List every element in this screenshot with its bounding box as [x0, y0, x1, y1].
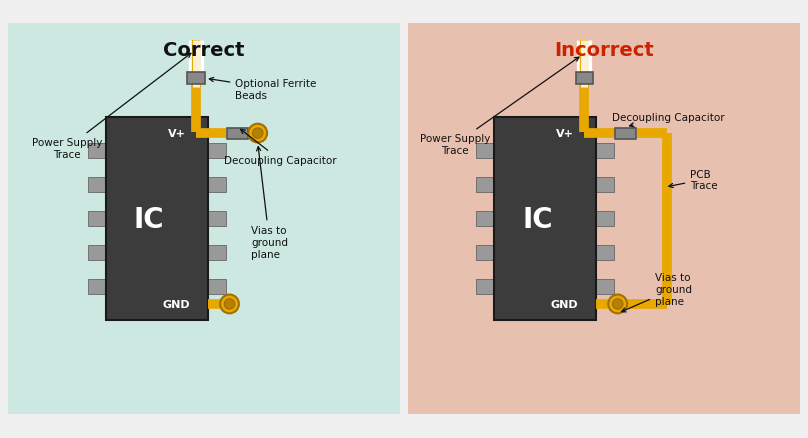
- Bar: [575, 73, 593, 85]
- Bar: [596, 245, 614, 261]
- Text: IC: IC: [522, 205, 553, 233]
- Text: IC: IC: [134, 205, 165, 233]
- Bar: [596, 212, 614, 226]
- Bar: [88, 212, 106, 226]
- Bar: [226, 128, 248, 139]
- Bar: [476, 245, 494, 261]
- FancyBboxPatch shape: [406, 21, 802, 417]
- Circle shape: [248, 124, 267, 143]
- Bar: [88, 279, 106, 294]
- Bar: [476, 212, 494, 226]
- Bar: [88, 177, 106, 193]
- Bar: [476, 144, 494, 159]
- Text: Optional Ferrite
Beads: Optional Ferrite Beads: [209, 78, 317, 101]
- Bar: [208, 212, 226, 226]
- Text: V+: V+: [167, 129, 186, 139]
- Bar: [208, 177, 226, 193]
- Bar: [476, 177, 494, 193]
- Text: Decoupling Capacitor: Decoupling Capacitor: [224, 130, 336, 165]
- Bar: [596, 279, 614, 294]
- Circle shape: [608, 295, 627, 314]
- Text: GND: GND: [551, 299, 579, 309]
- Circle shape: [220, 295, 239, 314]
- FancyBboxPatch shape: [6, 21, 402, 417]
- Bar: [208, 279, 226, 294]
- Text: Decoupling Capacitor: Decoupling Capacitor: [612, 113, 725, 127]
- Circle shape: [225, 299, 234, 309]
- Bar: [596, 177, 614, 193]
- Bar: [187, 73, 205, 85]
- Bar: [494, 117, 596, 321]
- Circle shape: [612, 299, 623, 309]
- Text: Correct: Correct: [163, 42, 245, 60]
- Circle shape: [253, 129, 263, 139]
- Bar: [106, 117, 208, 321]
- Bar: [208, 144, 226, 159]
- Bar: [615, 128, 637, 139]
- Text: Incorrect: Incorrect: [554, 42, 654, 60]
- Text: V+: V+: [556, 129, 574, 139]
- Text: Vias to
ground
plane: Vias to ground plane: [621, 273, 692, 312]
- Text: Vias to
ground
plane: Vias to ground plane: [251, 147, 288, 259]
- Text: Power Supply
Trace: Power Supply Trace: [420, 58, 579, 155]
- Bar: [476, 279, 494, 294]
- Text: GND: GND: [162, 299, 191, 309]
- Bar: [88, 144, 106, 159]
- Bar: [88, 245, 106, 261]
- Bar: [596, 144, 614, 159]
- Bar: [208, 245, 226, 261]
- Text: PCB
Trace: PCB Trace: [669, 169, 718, 191]
- Text: Power Supply
Trace: Power Supply Trace: [32, 54, 191, 159]
